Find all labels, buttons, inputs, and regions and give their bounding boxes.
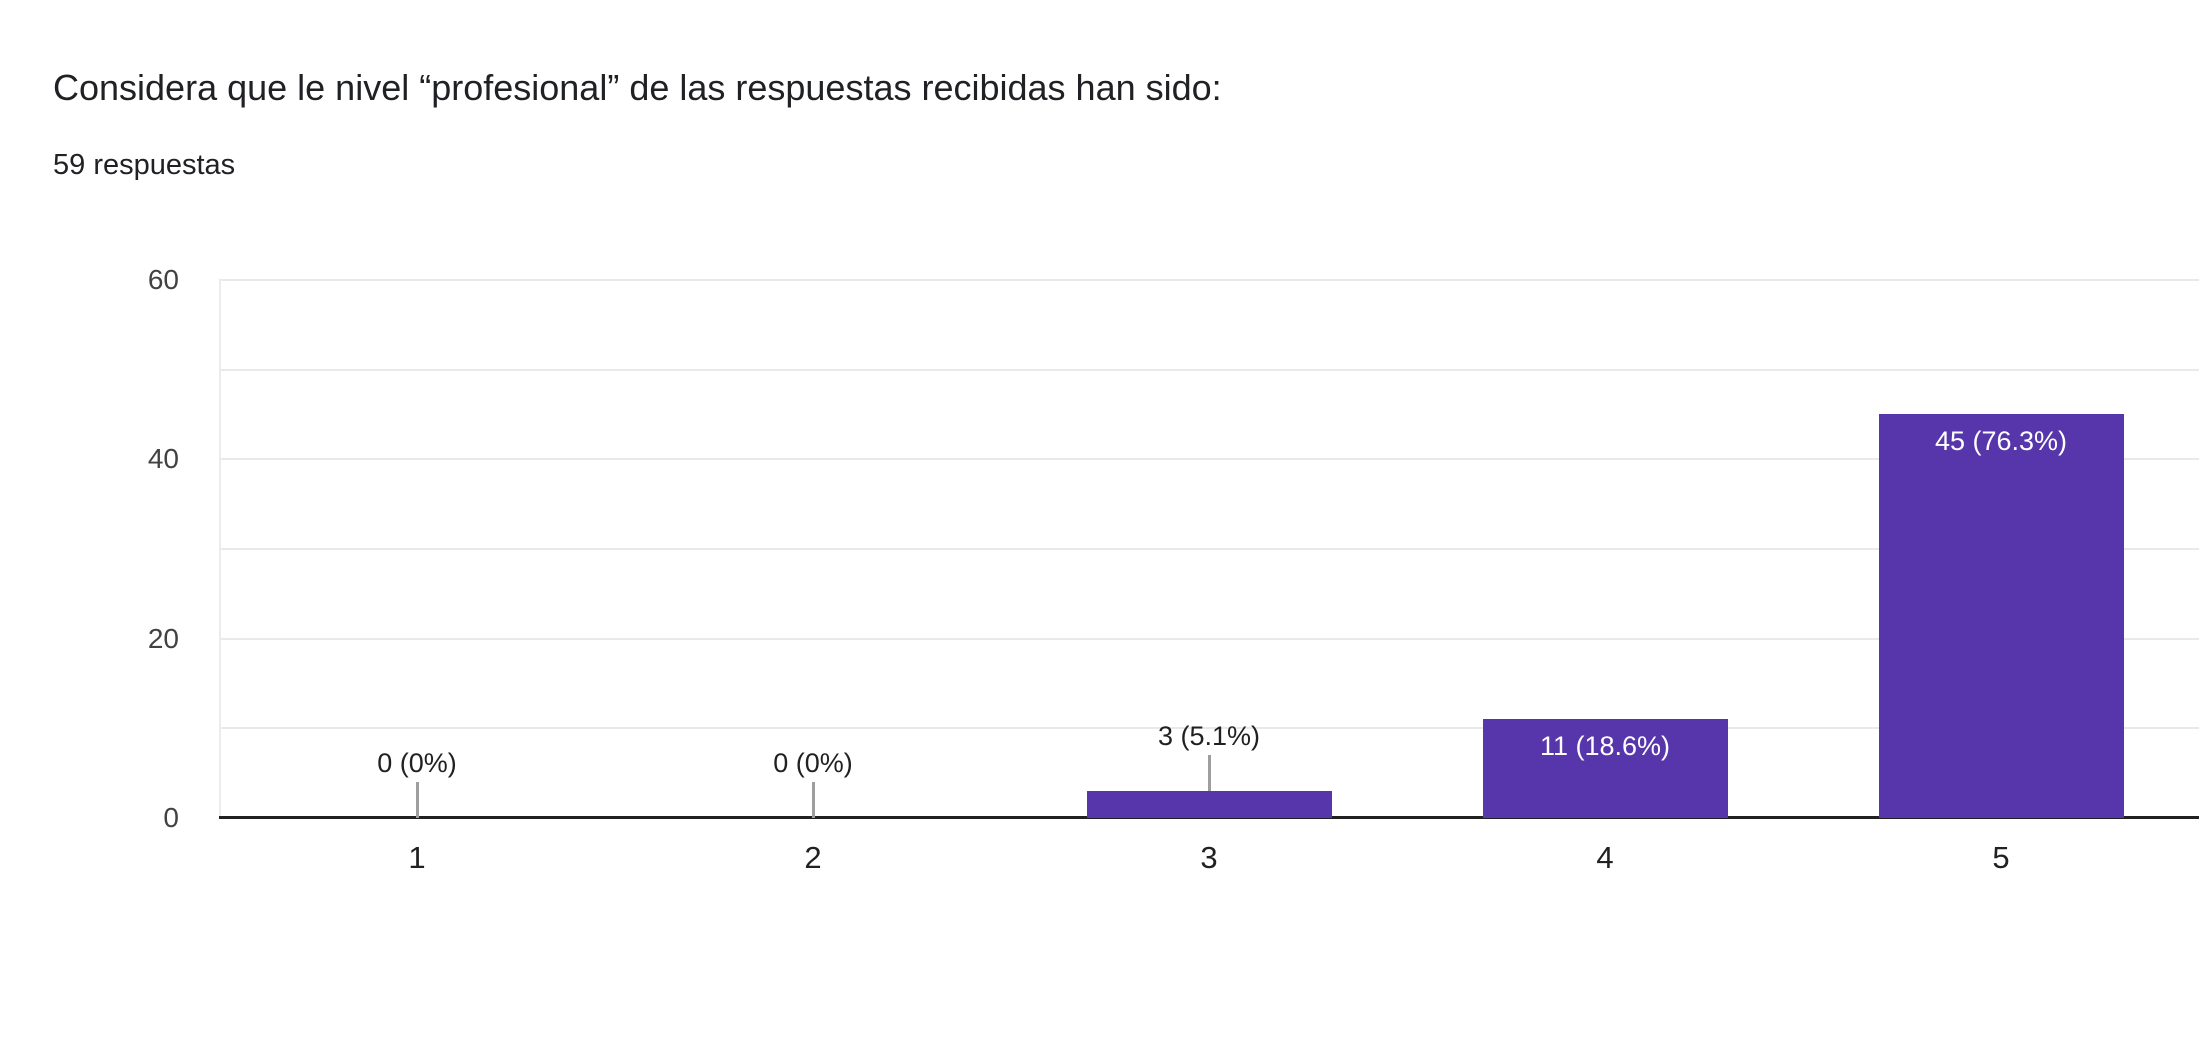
responses-count: 59 respuestas: [53, 149, 236, 181]
label-connector-line: [811, 782, 815, 818]
x-axis-category-label: 5: [1992, 840, 2010, 875]
y-axis-tick-label: 0: [163, 802, 179, 833]
gridline: [219, 637, 2199, 640]
plot-left-border: [219, 280, 221, 818]
bar-value-label: 0 (0%): [773, 748, 853, 778]
y-axis-tick-label: 60: [147, 264, 179, 295]
bar-chart: 0 20 40 60 1 0 (0%) 2 0 (0%) 3 3 (5.1%) 4 11 (18.6%…: [148, 264, 2199, 874]
x-axis-category-label: 1: [408, 840, 426, 875]
x-axis-category-label: 3: [1200, 840, 1218, 875]
bar-value-label: 0 (0%): [377, 748, 457, 778]
gridline: [219, 727, 2199, 730]
bar-value-label: 11 (18.6%): [1539, 731, 1671, 761]
y-axis-tick-label: 40: [147, 443, 179, 475]
bar-category-4: [1482, 719, 1728, 818]
gridline: [219, 548, 2199, 550]
bar-value-label: 45 (76.3%): [1934, 426, 2068, 456]
gridline: [219, 368, 2199, 371]
gridline: [219, 279, 2199, 281]
gridline: [219, 458, 2199, 461]
bar-category-3: [1086, 791, 1332, 818]
x-axis-category-label: 4: [1596, 840, 1614, 875]
bar-category-5: [1878, 414, 2124, 818]
y-axis-tick-label: 20: [147, 622, 179, 654]
bar-value-label: 3 (5.1%): [1157, 721, 1261, 751]
x-axis-category-label: 2: [804, 840, 822, 875]
label-connector-line: [1207, 755, 1211, 791]
label-connector-line: [415, 782, 419, 818]
question-title: Considera que le nivel “profesional” de …: [53, 67, 1222, 108]
